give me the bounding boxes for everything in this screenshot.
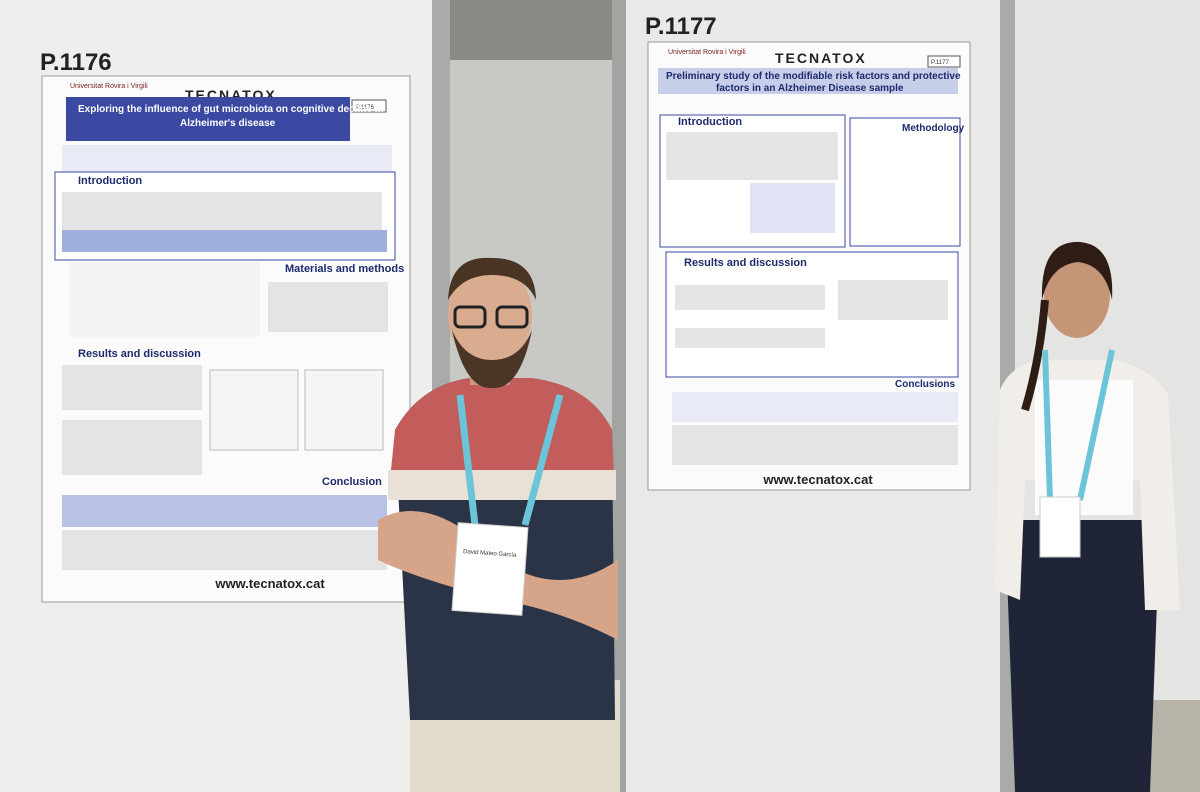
- name-badge: [1039, 496, 1081, 558]
- university: Universitat Rovira i Virgili: [70, 83, 148, 90]
- badge-name: David Mateo García: [463, 549, 517, 559]
- diagram: [70, 262, 260, 337]
- boxplot: [209, 369, 299, 451]
- section-box: [849, 117, 961, 247]
- brand: TECNATOX: [775, 50, 867, 66]
- badge-box: [351, 99, 387, 113]
- section-heading: Materials and methods: [285, 263, 404, 275]
- references: [672, 425, 958, 465]
- badge-box: [927, 55, 961, 68]
- lanyard: [456, 394, 564, 526]
- conclusion-box: [672, 392, 958, 422]
- lanyard: [1042, 349, 1115, 501]
- table: [62, 365, 202, 410]
- table: [675, 285, 825, 310]
- brain-figure: [750, 183, 835, 233]
- section-heading: Conclusion: [322, 476, 382, 488]
- title-bar: [658, 68, 958, 94]
- poster-badge: P.1176: [356, 105, 374, 111]
- poster-code: P.1177: [645, 13, 717, 40]
- poster-badge: P.1177: [931, 60, 949, 66]
- section-heading: Results and discussion: [78, 348, 201, 360]
- glasses: [495, 305, 529, 329]
- website: www.tecnatox.cat: [762, 472, 873, 487]
- title-line: Preliminary study of the modifiable risk…: [666, 71, 961, 82]
- conclusion-box: [62, 495, 387, 527]
- hair: [448, 257, 536, 300]
- references: [62, 530, 387, 570]
- name-badge: [451, 522, 529, 616]
- title-line: factors in an Alzheimer Disease sample: [716, 83, 904, 94]
- shirt-stripe: [388, 470, 616, 500]
- ceiling: [450, 0, 620, 60]
- head: [448, 263, 532, 367]
- section-heading: Methodology: [902, 123, 965, 134]
- glasses: [453, 305, 487, 329]
- aim-bar: [62, 230, 387, 252]
- beard: [452, 330, 532, 389]
- title-line: Alzheimer's disease: [180, 118, 276, 129]
- section-heading: Conclusions: [895, 379, 955, 390]
- authors: [62, 145, 392, 173]
- section-heading: Results and discussion: [684, 257, 807, 269]
- text-block: [268, 282, 388, 332]
- head: [1044, 252, 1110, 338]
- title-bar: [66, 97, 350, 141]
- trousers: [1005, 520, 1160, 792]
- poster-code: P.1176: [40, 49, 112, 76]
- text-block: [62, 420, 202, 475]
- section-heading: Introduction: [78, 175, 142, 187]
- university: Universitat Rovira i Virgili: [668, 49, 746, 56]
- pcoa-plot: [304, 369, 384, 451]
- table: [838, 280, 948, 320]
- text-block: [666, 132, 838, 180]
- title-line: Exploring the influence of gut microbiot…: [78, 104, 384, 115]
- website: www.tecnatox.cat: [214, 576, 325, 591]
- braid: [1021, 299, 1049, 412]
- hair: [1041, 241, 1113, 300]
- table: [675, 328, 825, 348]
- section-heading: Introduction: [678, 116, 742, 128]
